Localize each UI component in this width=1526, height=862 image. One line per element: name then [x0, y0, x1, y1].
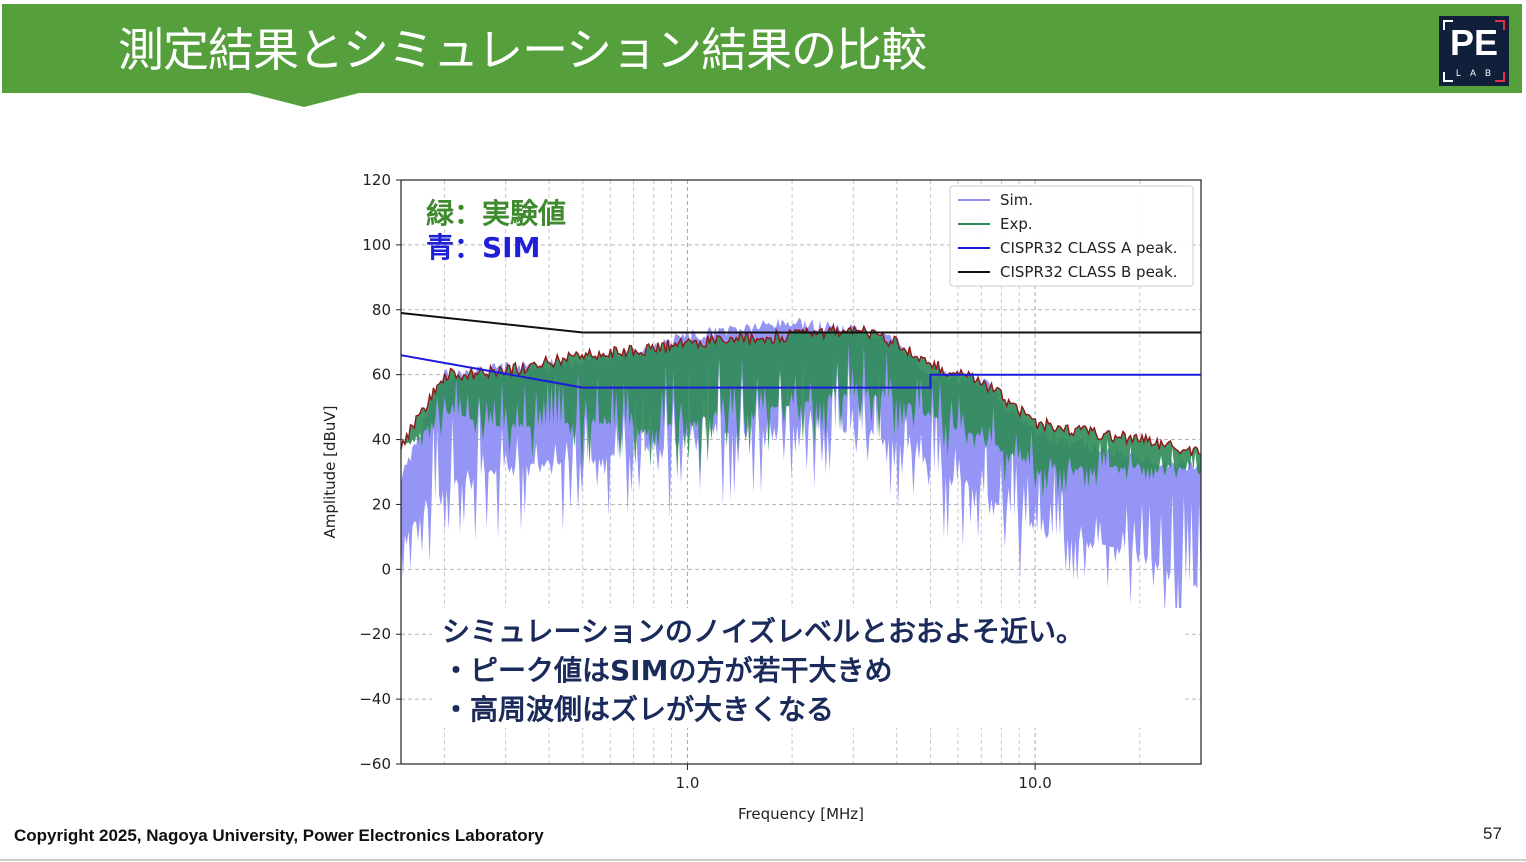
legend: Sim. Exp. CISPR32 CLASS A peak. CISPR32 CLA… [949, 185, 1194, 287]
conclusion-box [432, 608, 1182, 728]
logo-corner-tr [1495, 20, 1505, 30]
annotation-blue-label: 青：SIM [426, 231, 540, 264]
legend-box [949, 185, 1194, 287]
data-series [400, 312, 1201, 655]
copyright-footer: Copyright 2025, Nagoya University, Power… [14, 826, 544, 845]
slide-title: 測定結果とシミュレーション結果の比較 [118, 23, 927, 77]
plot-frame [400, 179, 1202, 765]
bottom-divider [0, 859, 1526, 861]
y-tick-label: 60 [372, 366, 391, 384]
legend-label: Exp. [1000, 215, 1033, 233]
logo-text: PE [1449, 22, 1499, 63]
y-tick-label: 120 [362, 171, 391, 189]
y-axis-label: Amplitude [dBuV] [321, 406, 339, 539]
annotation-green-label: 緑：実験値 [426, 197, 566, 230]
y-tick-label: 100 [362, 236, 391, 254]
limit-line [400, 312, 1201, 334]
legend-label: Sim. [1000, 191, 1033, 209]
y-tick-label: 20 [372, 495, 391, 513]
logo-subtext: LAB [1455, 68, 1500, 78]
y-tick-label: 80 [372, 301, 391, 319]
y-tick-label: 0 [381, 560, 391, 578]
logo-corner-tl [1443, 20, 1453, 30]
y-tick-label: −40 [359, 690, 391, 708]
y-tick-label: −60 [359, 755, 391, 773]
title-bar [2, 4, 1522, 93]
conclusion-line: ・ピーク値はSIMの方が若干大きめ [442, 654, 892, 687]
axis-ticks: −60 −40 −20 0 20 40 60 80 100 120 1.0 10.0 [359, 171, 1051, 792]
limit-line [400, 354, 1201, 389]
x-tick-label: 10.0 [1018, 774, 1051, 792]
pe-lab-logo: PE LAB [1439, 16, 1509, 86]
logo-corner-bl [1443, 72, 1453, 82]
conclusion-line: シミュレーションのノイズレベルとおおよそ近い。 [442, 615, 1084, 648]
y-tick-label: −20 [359, 625, 391, 643]
page-number: 57 [1483, 824, 1502, 843]
legend-label: CISPR32 CLASS A peak. [1000, 239, 1177, 257]
conclusion-line: ・高周波側はズレが大きくなる [442, 693, 834, 726]
x-axis-label: Frequency [MHz] [738, 805, 864, 823]
x-tick-label: 1.0 [676, 774, 700, 792]
series-band-exp [401, 325, 1201, 499]
logo-corner-br [1495, 72, 1505, 82]
title-bar-notch [249, 93, 359, 107]
legend-label: CISPR32 CLASS B peak. [1000, 263, 1177, 281]
y-tick-label: 40 [372, 431, 391, 449]
